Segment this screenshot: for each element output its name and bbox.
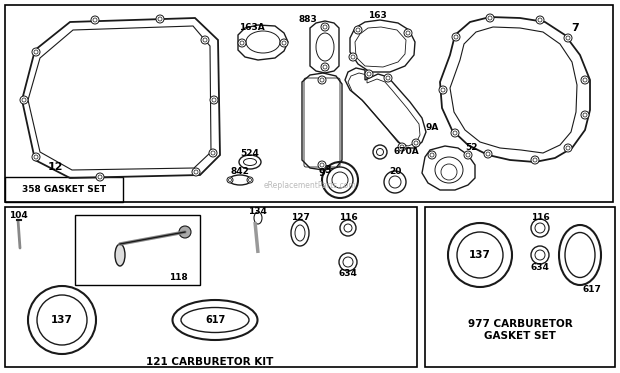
Text: 137: 137 (469, 250, 491, 260)
Text: 524: 524 (241, 148, 259, 157)
Bar (5, 177, 123, 202)
Text: 121 CARBURETOR KIT: 121 CARBURETOR KIT (146, 357, 273, 367)
Circle shape (536, 16, 544, 24)
Circle shape (20, 96, 28, 104)
Circle shape (318, 76, 326, 84)
Text: 163A: 163A (239, 22, 265, 31)
Circle shape (428, 151, 436, 159)
Circle shape (384, 74, 392, 82)
Text: 20: 20 (389, 166, 401, 176)
Circle shape (179, 226, 191, 238)
Text: 163: 163 (368, 12, 386, 21)
Circle shape (486, 14, 494, 22)
Text: 977 CARBURETOR
GASKET SET: 977 CARBURETOR GASKET SET (467, 319, 572, 341)
Circle shape (404, 29, 412, 37)
Circle shape (354, 26, 362, 34)
Text: 116: 116 (531, 213, 549, 222)
Circle shape (91, 16, 99, 24)
Circle shape (37, 295, 87, 345)
Ellipse shape (565, 232, 595, 278)
Text: 883: 883 (299, 16, 317, 25)
Circle shape (96, 173, 104, 181)
Circle shape (349, 53, 357, 61)
Ellipse shape (441, 164, 457, 180)
Ellipse shape (244, 159, 257, 166)
Circle shape (321, 63, 329, 71)
Bar (5, 207, 417, 367)
Circle shape (451, 129, 459, 137)
Circle shape (564, 34, 572, 42)
Ellipse shape (115, 244, 125, 266)
Text: 137: 137 (51, 315, 73, 325)
Text: 670A: 670A (393, 147, 418, 156)
Circle shape (321, 23, 329, 31)
Circle shape (484, 150, 492, 158)
Circle shape (192, 168, 200, 176)
Text: 7: 7 (571, 23, 579, 33)
Circle shape (32, 153, 40, 161)
Text: 118: 118 (169, 273, 187, 282)
Text: 358 GASKET SET: 358 GASKET SET (22, 185, 106, 194)
Circle shape (318, 161, 326, 169)
Circle shape (531, 156, 539, 164)
Text: 9: 9 (319, 168, 326, 178)
Text: 842: 842 (231, 167, 249, 176)
Circle shape (227, 177, 233, 183)
Circle shape (365, 70, 373, 78)
Ellipse shape (181, 307, 249, 332)
Text: eReplacementParts.com: eReplacementParts.com (264, 181, 356, 189)
Circle shape (201, 36, 209, 44)
Circle shape (280, 39, 288, 47)
Circle shape (581, 111, 589, 119)
Text: 52: 52 (466, 142, 478, 151)
Text: 617: 617 (583, 285, 601, 295)
Circle shape (327, 167, 353, 193)
Bar (5, 5, 613, 202)
Text: 104: 104 (9, 210, 27, 219)
Circle shape (210, 96, 218, 104)
Text: 634: 634 (339, 270, 358, 279)
Bar (75, 215, 200, 285)
Circle shape (564, 144, 572, 152)
Circle shape (389, 176, 401, 188)
Text: 634: 634 (531, 263, 549, 272)
Text: 116: 116 (339, 213, 357, 223)
Text: 9A: 9A (425, 123, 439, 132)
Circle shape (581, 76, 589, 84)
Text: 12: 12 (47, 162, 63, 172)
Circle shape (439, 86, 447, 94)
Circle shape (398, 143, 406, 151)
Text: 3: 3 (325, 165, 331, 175)
Text: 134: 134 (247, 207, 267, 216)
Circle shape (376, 148, 384, 156)
Circle shape (247, 177, 253, 183)
Circle shape (464, 151, 472, 159)
Circle shape (457, 232, 503, 278)
Ellipse shape (295, 225, 305, 241)
Circle shape (156, 15, 164, 23)
Text: 127: 127 (291, 213, 309, 223)
Circle shape (32, 48, 40, 56)
Circle shape (209, 149, 217, 157)
Text: 617: 617 (205, 315, 225, 325)
Circle shape (238, 39, 246, 47)
Circle shape (452, 33, 460, 41)
Circle shape (412, 139, 420, 147)
Bar (425, 207, 615, 367)
